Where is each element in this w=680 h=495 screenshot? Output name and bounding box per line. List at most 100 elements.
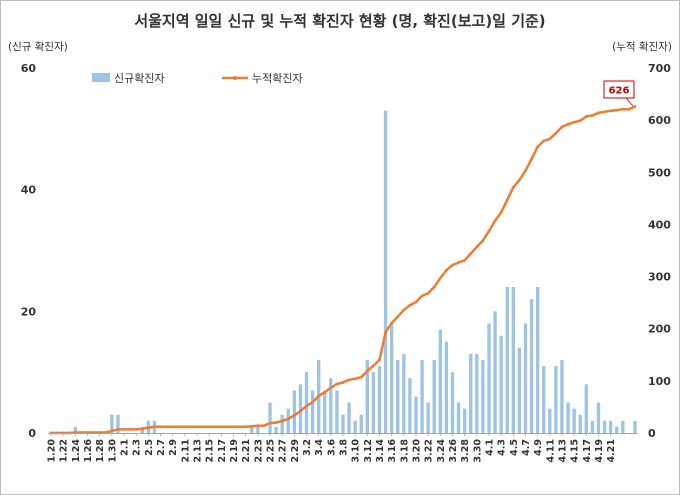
bar: [396, 360, 400, 433]
bar: [596, 402, 601, 433]
line-point: [335, 382, 339, 386]
right-axis-ticks: 0 100 200 300 400 500 600 700: [648, 62, 671, 440]
bar: [493, 311, 497, 433]
bar: [487, 323, 491, 433]
right-tick-label: 400: [648, 218, 671, 231]
line-point: [390, 321, 394, 325]
bar: [335, 390, 339, 433]
bar: [505, 287, 509, 433]
line-point: [213, 425, 217, 429]
bar: [292, 390, 297, 433]
x-tick-label: 2.3: [132, 439, 143, 456]
bar: [304, 372, 309, 433]
bar: [426, 402, 430, 433]
line-point: [146, 426, 150, 430]
bar: [572, 408, 576, 433]
x-tick-label: 2.7: [156, 439, 167, 456]
line-point: [153, 425, 156, 429]
bar: [523, 323, 528, 433]
bar: [347, 402, 351, 433]
line-point: [329, 386, 333, 390]
bar: [608, 420, 613, 433]
bar: [420, 360, 424, 433]
line-point: [584, 115, 588, 118]
line-point: [341, 381, 345, 384]
bar: [444, 341, 449, 433]
right-tick-label: 300: [648, 271, 671, 284]
cumulative-line: [49, 105, 637, 435]
line-point: [396, 315, 400, 319]
daily-new-bars: [73, 110, 637, 433]
right-tick-label: 600: [648, 114, 671, 127]
line-point: [110, 429, 114, 433]
line-point: [122, 427, 126, 431]
bar: [383, 110, 388, 433]
x-tick-label: 3.28: [460, 439, 471, 463]
x-axis-ticks: 1.20 1.22 1.24 1.26 1.28 1.30 2.1 2.3 2.5 2.7 2.9 2…: [47, 433, 617, 463]
bar: [250, 426, 254, 433]
line-point: [548, 137, 552, 141]
line-point: [457, 261, 460, 264]
x-tick-label: 3.10: [351, 439, 362, 463]
line-point: [481, 239, 485, 242]
bar: [341, 414, 345, 433]
x-tick-label: 1.20: [47, 439, 58, 463]
line-point: [201, 425, 205, 429]
line-point: [177, 425, 181, 429]
bar: [542, 366, 546, 433]
line-point: [128, 427, 132, 431]
x-tick-label: 2.17: [217, 439, 228, 462]
x-tick-label: 3.12: [363, 439, 374, 462]
line-point: [445, 268, 448, 272]
line-point: [408, 303, 412, 307]
bar: [511, 287, 515, 433]
x-tick-label: 2.23: [253, 439, 264, 462]
line-point: [274, 421, 278, 424]
line-point: [292, 413, 296, 417]
bar: [280, 414, 284, 433]
line-point: [542, 139, 546, 143]
line-point: [305, 404, 308, 408]
x-tick-label: 4.13: [557, 439, 568, 462]
x-tick-label: 4.9: [533, 439, 544, 456]
x-tick-label: 2.11: [180, 439, 191, 462]
line-point: [432, 285, 436, 289]
x-tick-label: 4.19: [594, 439, 605, 462]
x-tick-label: 3.24: [436, 439, 447, 463]
line-point: [438, 276, 442, 280]
bar: [359, 414, 363, 433]
left-tick-label: 40: [21, 184, 37, 197]
left-tick-label: 20: [21, 305, 37, 318]
legend-bar-swatch: [92, 73, 110, 82]
x-tick-label: 2.19: [229, 439, 240, 462]
line-point: [572, 120, 576, 124]
x-tick-label: 1.24: [71, 439, 82, 463]
x-tick-label: 2.15: [205, 439, 216, 462]
line-point: [268, 421, 272, 425]
bar: [310, 390, 315, 433]
x-tick-label: 3.16: [387, 439, 398, 463]
line-point: [487, 229, 491, 233]
line-point: [134, 427, 138, 431]
bar: [590, 420, 595, 433]
bar: [377, 366, 382, 433]
x-tick-label: 2.25: [266, 439, 277, 462]
x-tick-label: 4.1: [484, 439, 495, 456]
legend-line-marker: [233, 76, 237, 80]
x-tick-label: 3.18: [399, 439, 410, 463]
x-tick-label: 4.3: [497, 439, 508, 456]
bar: [633, 420, 637, 433]
bar: [256, 426, 260, 433]
bar: [584, 384, 588, 433]
line-point: [183, 425, 187, 429]
bar: [414, 396, 418, 433]
bar: [389, 323, 394, 433]
left-tick-label: 60: [21, 62, 37, 75]
x-tick-label: 3.22: [424, 439, 435, 462]
bar: [402, 353, 406, 433]
line-point: [499, 211, 503, 214]
bar: [274, 426, 278, 433]
line-point: [372, 364, 375, 368]
x-tick-label: 3.30: [472, 439, 483, 463]
bar: [560, 360, 564, 433]
